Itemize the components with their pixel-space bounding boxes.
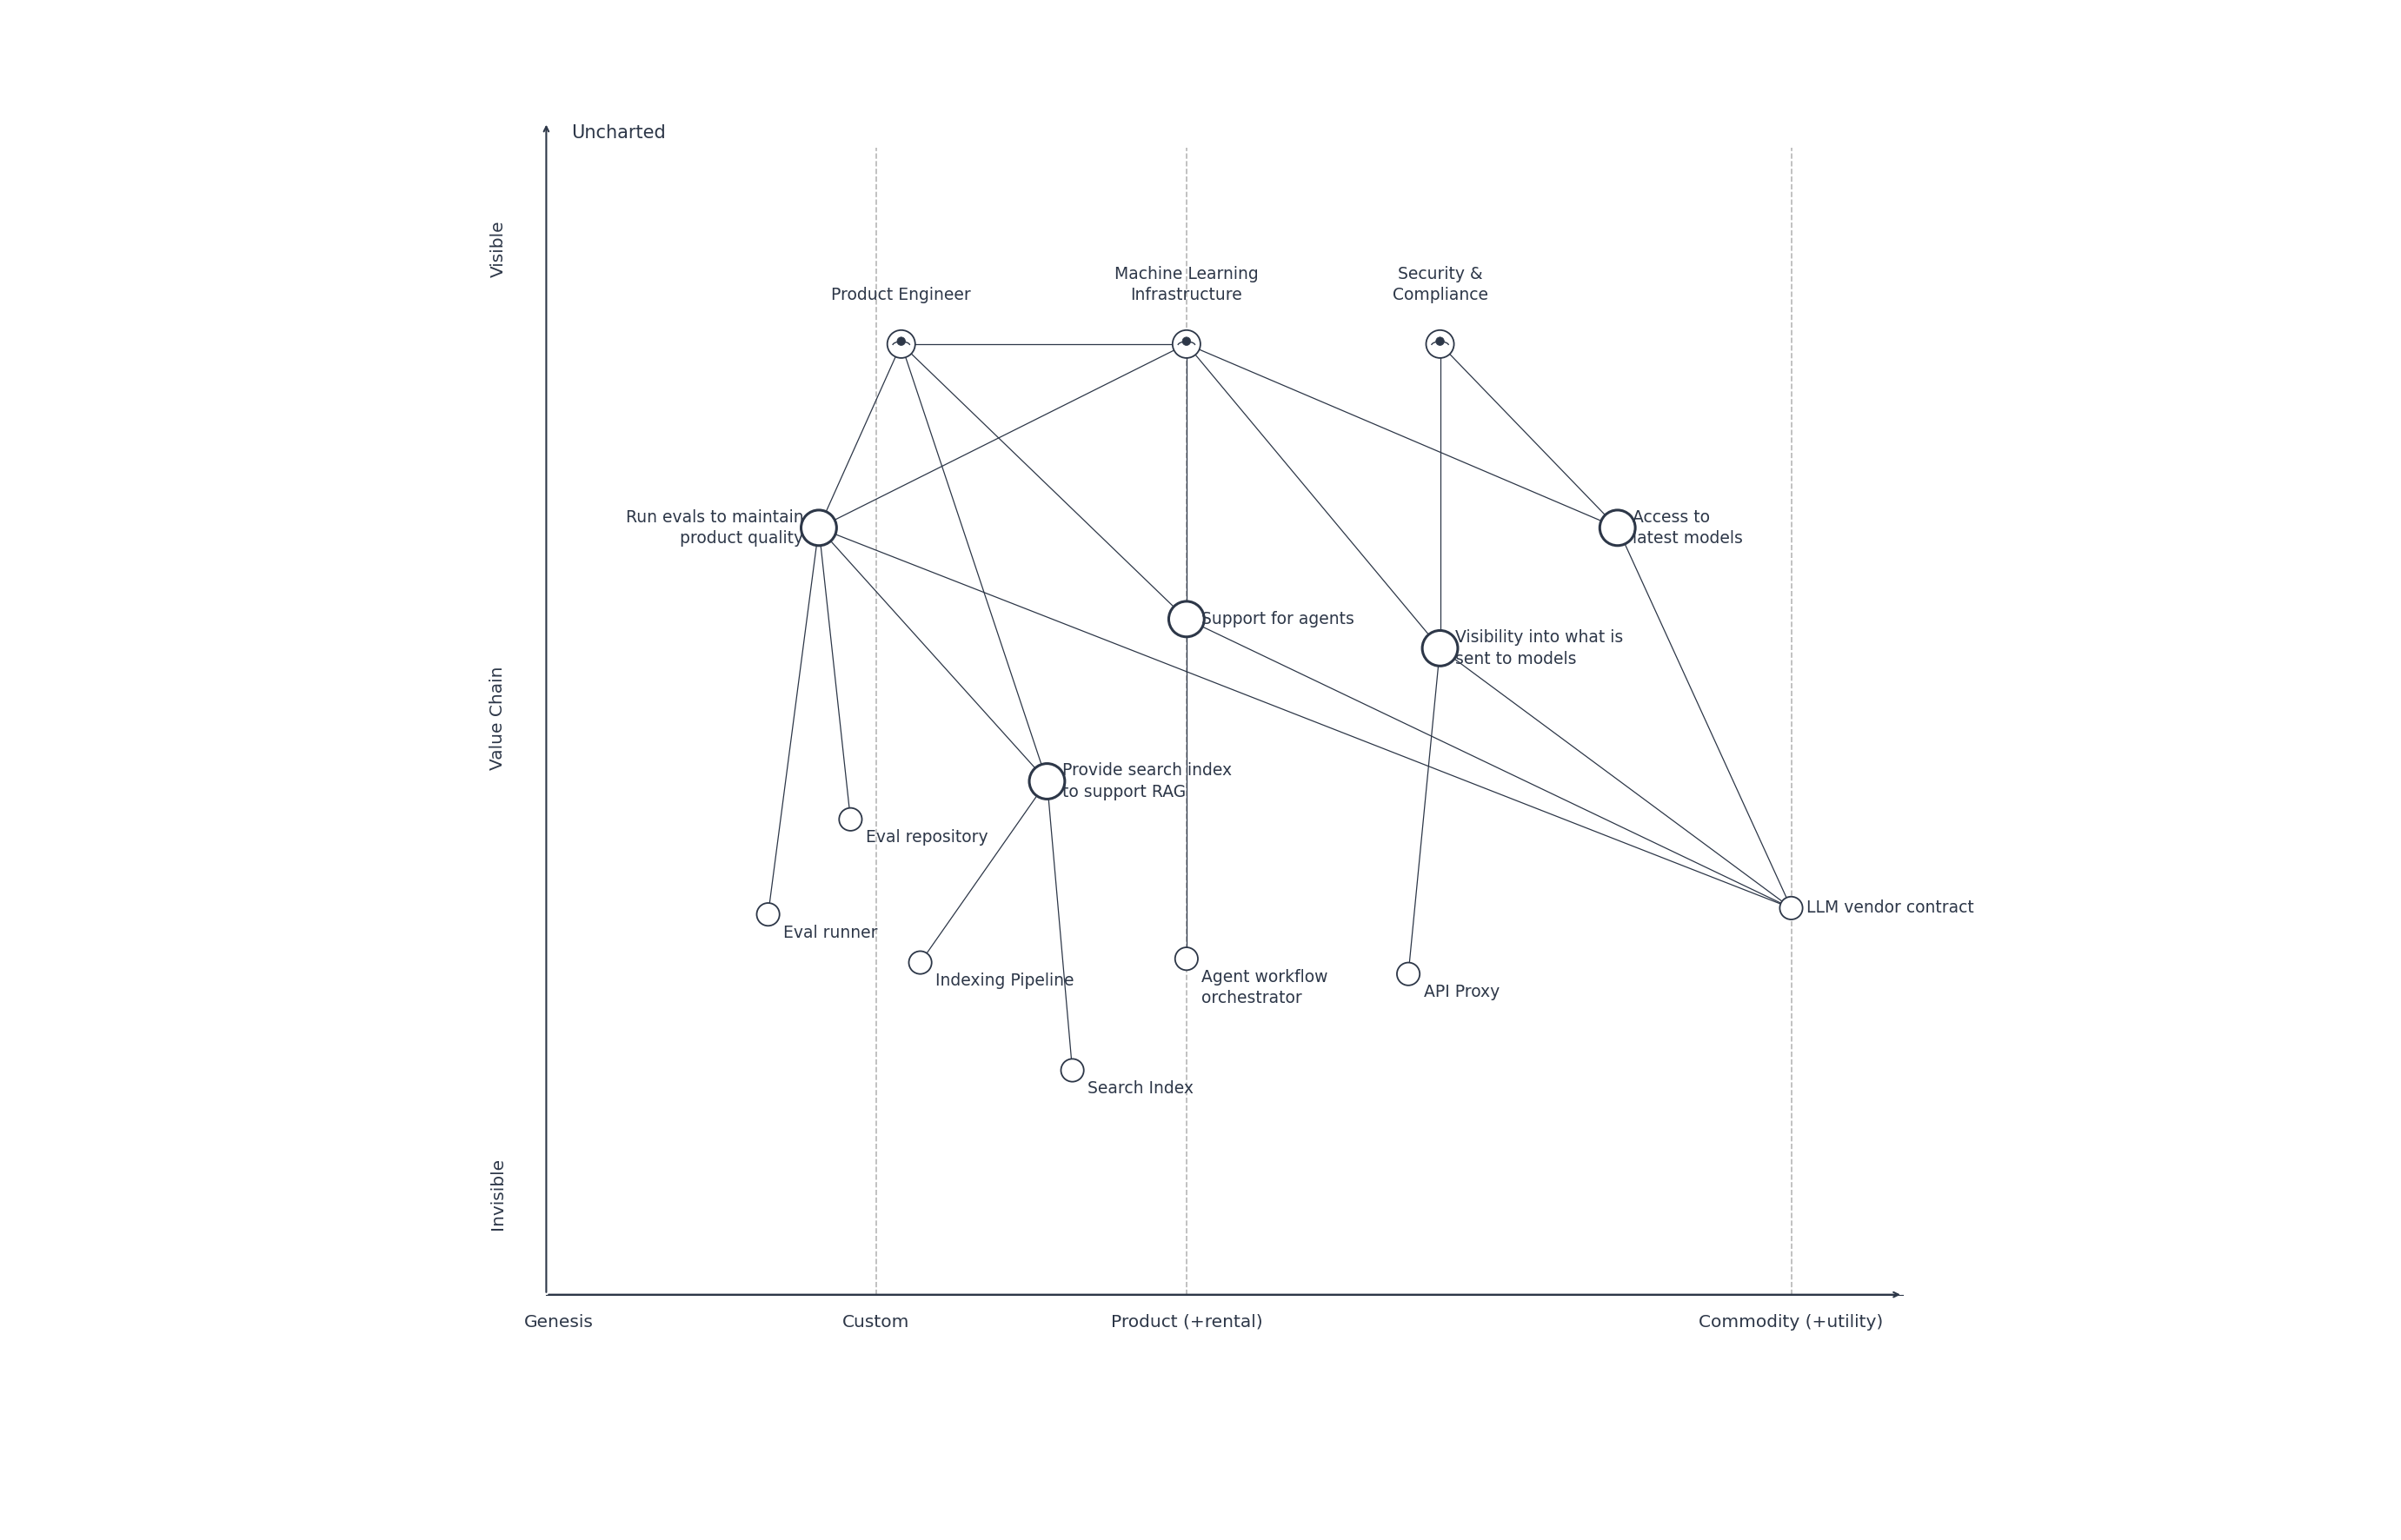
Text: Value Chain: Value Chain [490, 665, 507, 770]
Text: Uncharted: Uncharted [571, 123, 665, 142]
Circle shape [838, 808, 862, 830]
Circle shape [910, 952, 932, 973]
Circle shape [1174, 947, 1198, 970]
Circle shape [888, 330, 915, 357]
Text: Machine Learning
Infrastructure: Machine Learning Infrastructure [1114, 266, 1258, 303]
Circle shape [1436, 337, 1445, 345]
Text: Product (+rental): Product (+rental) [1112, 1314, 1263, 1331]
Text: Access to
latest models: Access to latest models [1633, 510, 1743, 547]
Text: Provide search index
to support RAG: Provide search index to support RAG [1061, 762, 1232, 801]
Circle shape [756, 902, 780, 926]
Circle shape [1599, 510, 1635, 545]
Text: Agent workflow
orchestrator: Agent workflow orchestrator [1200, 969, 1328, 1007]
Circle shape [1397, 962, 1419, 986]
Text: Eval repository: Eval repository [867, 830, 987, 845]
Circle shape [1426, 330, 1455, 357]
Circle shape [802, 510, 836, 545]
Text: Search Index: Search Index [1088, 1081, 1193, 1096]
Text: Visible: Visible [490, 220, 507, 277]
Text: Eval runner: Eval runner [783, 924, 879, 941]
Circle shape [1181, 337, 1191, 345]
Circle shape [1169, 601, 1205, 638]
Text: Support for agents: Support for agents [1200, 611, 1354, 627]
Text: Indexing Pipeline: Indexing Pipeline [936, 973, 1073, 989]
Text: Product Engineer: Product Engineer [831, 286, 970, 303]
Text: Visibility into what is
sent to models: Visibility into what is sent to models [1455, 630, 1623, 667]
Text: LLM vendor contract: LLM vendor contract [1806, 899, 1974, 916]
Text: Genesis: Genesis [523, 1314, 593, 1331]
Text: Security &
Compliance: Security & Compliance [1393, 266, 1489, 303]
Text: API Proxy: API Proxy [1424, 984, 1498, 1001]
Circle shape [1779, 896, 1803, 919]
Circle shape [1421, 630, 1457, 665]
Text: Custom: Custom [843, 1314, 910, 1331]
Text: Run evals to maintain
product quality: Run evals to maintain product quality [627, 510, 804, 547]
Circle shape [1030, 764, 1064, 799]
Text: Commodity (+utility): Commodity (+utility) [1700, 1314, 1882, 1331]
Circle shape [898, 337, 905, 345]
Circle shape [1061, 1060, 1083, 1081]
Circle shape [1172, 330, 1200, 357]
Text: Invisible: Invisible [490, 1157, 507, 1229]
